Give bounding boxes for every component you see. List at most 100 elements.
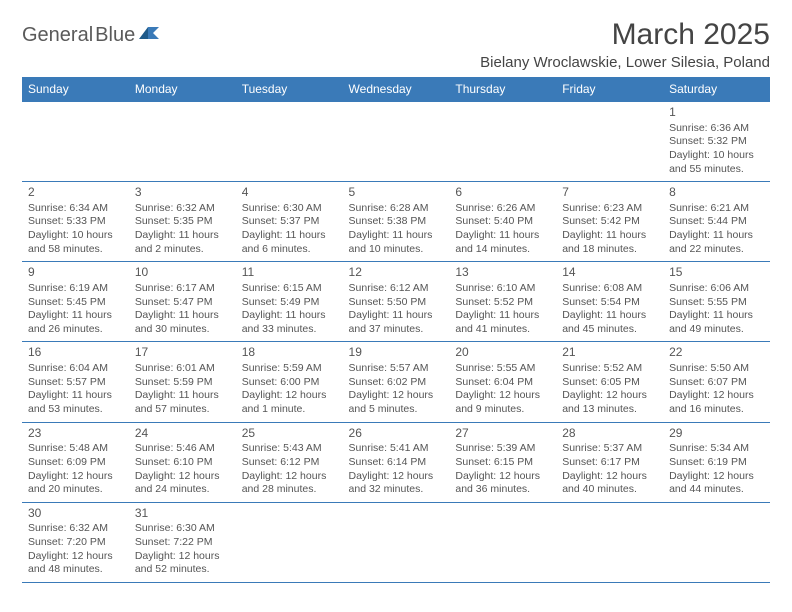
day-sunrise: Sunrise: 6:23 AM (562, 202, 657, 216)
day-number: 29 (669, 426, 764, 442)
calendar-day-cell: 7Sunrise: 6:23 AMSunset: 5:42 PMDaylight… (556, 182, 663, 262)
calendar-day-cell: 17Sunrise: 6:01 AMSunset: 5:59 PMDayligh… (129, 342, 236, 422)
day-sunset: Sunset: 5:55 PM (669, 296, 764, 310)
calendar-day-cell (236, 102, 343, 182)
day-sunset: Sunset: 5:52 PM (455, 296, 550, 310)
calendar-week-row: 2Sunrise: 6:34 AMSunset: 5:33 PMDaylight… (22, 182, 770, 262)
day-sunset: Sunset: 5:59 PM (135, 376, 230, 390)
day-sunrise: Sunrise: 5:55 AM (455, 362, 550, 376)
day-sunrise: Sunrise: 5:41 AM (349, 442, 444, 456)
calendar-day-cell: 6Sunrise: 6:26 AMSunset: 5:40 PMDaylight… (449, 182, 556, 262)
day-sunset: Sunset: 6:07 PM (669, 376, 764, 390)
calendar-day-cell: 24Sunrise: 5:46 AMSunset: 6:10 PMDayligh… (129, 422, 236, 502)
day-daylight: Daylight: 12 hours and 1 minute. (242, 389, 337, 416)
calendar-header-row: SundayMondayTuesdayWednesdayThursdayFrid… (22, 77, 770, 102)
calendar-day-cell: 26Sunrise: 5:41 AMSunset: 6:14 PMDayligh… (343, 422, 450, 502)
day-number: 22 (669, 345, 764, 361)
calendar-day-cell: 31Sunrise: 6:30 AMSunset: 7:22 PMDayligh… (129, 502, 236, 582)
calendar-day-cell (236, 502, 343, 582)
day-daylight: Daylight: 11 hours and 10 minutes. (349, 229, 444, 256)
day-number: 17 (135, 345, 230, 361)
calendar-day-cell: 20Sunrise: 5:55 AMSunset: 6:04 PMDayligh… (449, 342, 556, 422)
calendar-day-cell: 8Sunrise: 6:21 AMSunset: 5:44 PMDaylight… (663, 182, 770, 262)
day-number: 3 (135, 185, 230, 201)
title-block: March 2025 Bielany Wroclawskie, Lower Si… (480, 18, 770, 71)
day-daylight: Daylight: 12 hours and 9 minutes. (455, 389, 550, 416)
day-header: Wednesday (343, 77, 450, 102)
day-header: Saturday (663, 77, 770, 102)
day-daylight: Daylight: 12 hours and 13 minutes. (562, 389, 657, 416)
day-number: 1 (669, 105, 764, 121)
day-sunset: Sunset: 5:42 PM (562, 215, 657, 229)
calendar-day-cell: 28Sunrise: 5:37 AMSunset: 6:17 PMDayligh… (556, 422, 663, 502)
day-daylight: Daylight: 11 hours and 49 minutes. (669, 309, 764, 336)
day-sunrise: Sunrise: 6:10 AM (455, 282, 550, 296)
day-sunrise: Sunrise: 5:57 AM (349, 362, 444, 376)
calendar-table: SundayMondayTuesdayWednesdayThursdayFrid… (22, 77, 770, 583)
day-daylight: Daylight: 11 hours and 45 minutes. (562, 309, 657, 336)
page-header: GeneralBlue March 2025 Bielany Wroclawsk… (22, 18, 770, 71)
day-sunset: Sunset: 5:57 PM (28, 376, 123, 390)
day-sunrise: Sunrise: 6:32 AM (135, 202, 230, 216)
day-number: 20 (455, 345, 550, 361)
day-number: 18 (242, 345, 337, 361)
day-number: 15 (669, 265, 764, 281)
day-sunset: Sunset: 6:00 PM (242, 376, 337, 390)
day-daylight: Daylight: 12 hours and 32 minutes. (349, 470, 444, 497)
day-daylight: Daylight: 11 hours and 22 minutes. (669, 229, 764, 256)
calendar-day-cell: 1Sunrise: 6:36 AMSunset: 5:32 PMDaylight… (663, 102, 770, 182)
day-sunset: Sunset: 6:15 PM (455, 456, 550, 470)
day-sunrise: Sunrise: 6:32 AM (28, 522, 123, 536)
day-daylight: Daylight: 10 hours and 58 minutes. (28, 229, 123, 256)
day-sunrise: Sunrise: 6:04 AM (28, 362, 123, 376)
day-sunset: Sunset: 6:10 PM (135, 456, 230, 470)
day-header: Tuesday (236, 77, 343, 102)
day-daylight: Daylight: 12 hours and 28 minutes. (242, 470, 337, 497)
day-number: 13 (455, 265, 550, 281)
logo: GeneralBlue (22, 24, 161, 47)
day-daylight: Daylight: 12 hours and 52 minutes. (135, 550, 230, 577)
day-daylight: Daylight: 12 hours and 36 minutes. (455, 470, 550, 497)
day-daylight: Daylight: 12 hours and 48 minutes. (28, 550, 123, 577)
calendar-day-cell (343, 102, 450, 182)
day-sunrise: Sunrise: 5:52 AM (562, 362, 657, 376)
calendar-day-cell: 27Sunrise: 5:39 AMSunset: 6:15 PMDayligh… (449, 422, 556, 502)
day-number: 4 (242, 185, 337, 201)
day-header: Friday (556, 77, 663, 102)
calendar-day-cell: 3Sunrise: 6:32 AMSunset: 5:35 PMDaylight… (129, 182, 236, 262)
day-number: 11 (242, 265, 337, 281)
day-sunrise: Sunrise: 6:15 AM (242, 282, 337, 296)
calendar-day-cell: 21Sunrise: 5:52 AMSunset: 6:05 PMDayligh… (556, 342, 663, 422)
day-daylight: Daylight: 12 hours and 24 minutes. (135, 470, 230, 497)
calendar-week-row: 1Sunrise: 6:36 AMSunset: 5:32 PMDaylight… (22, 102, 770, 182)
day-sunrise: Sunrise: 6:34 AM (28, 202, 123, 216)
day-sunset: Sunset: 7:22 PM (135, 536, 230, 550)
day-daylight: Daylight: 12 hours and 5 minutes. (349, 389, 444, 416)
day-sunset: Sunset: 6:14 PM (349, 456, 444, 470)
day-sunrise: Sunrise: 5:59 AM (242, 362, 337, 376)
day-daylight: Daylight: 11 hours and 26 minutes. (28, 309, 123, 336)
day-sunset: Sunset: 5:37 PM (242, 215, 337, 229)
calendar-day-cell: 30Sunrise: 6:32 AMSunset: 7:20 PMDayligh… (22, 502, 129, 582)
day-daylight: Daylight: 12 hours and 16 minutes. (669, 389, 764, 416)
day-daylight: Daylight: 11 hours and 57 minutes. (135, 389, 230, 416)
day-sunset: Sunset: 5:47 PM (135, 296, 230, 310)
day-number: 5 (349, 185, 444, 201)
day-number: 24 (135, 426, 230, 442)
day-number: 19 (349, 345, 444, 361)
day-sunrise: Sunrise: 6:01 AM (135, 362, 230, 376)
day-daylight: Daylight: 11 hours and 53 minutes. (28, 389, 123, 416)
calendar-day-cell: 2Sunrise: 6:34 AMSunset: 5:33 PMDaylight… (22, 182, 129, 262)
day-sunset: Sunset: 7:20 PM (28, 536, 123, 550)
day-sunrise: Sunrise: 5:39 AM (455, 442, 550, 456)
day-daylight: Daylight: 11 hours and 6 minutes. (242, 229, 337, 256)
flag-icon (139, 25, 161, 46)
day-sunset: Sunset: 6:04 PM (455, 376, 550, 390)
day-sunrise: Sunrise: 5:43 AM (242, 442, 337, 456)
day-sunrise: Sunrise: 6:19 AM (28, 282, 123, 296)
day-number: 6 (455, 185, 550, 201)
day-sunset: Sunset: 6:02 PM (349, 376, 444, 390)
calendar-day-cell (129, 102, 236, 182)
logo-text-gray: General (22, 24, 93, 47)
calendar-day-cell: 16Sunrise: 6:04 AMSunset: 5:57 PMDayligh… (22, 342, 129, 422)
